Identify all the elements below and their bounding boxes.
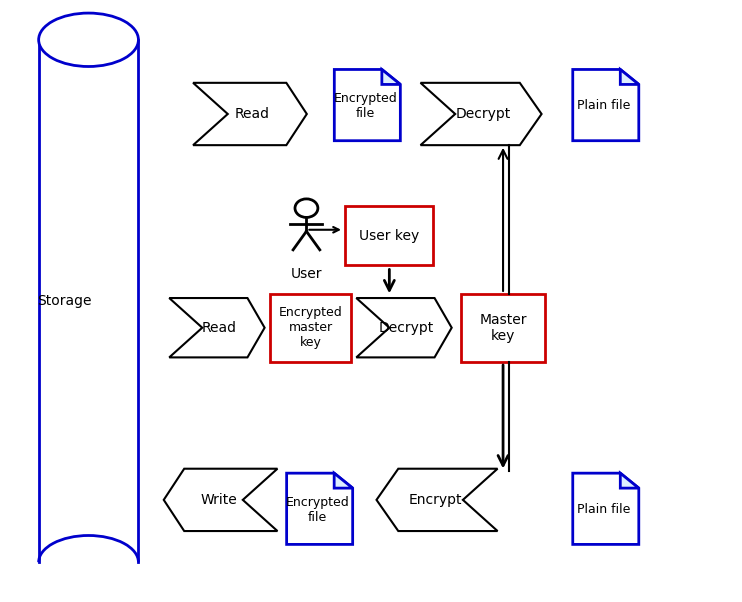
Polygon shape [620, 473, 639, 488]
Text: Encrypted
file: Encrypted file [334, 92, 398, 120]
Polygon shape [193, 83, 306, 145]
Polygon shape [169, 298, 265, 358]
Bar [461, 294, 545, 362]
Ellipse shape [39, 13, 139, 66]
Polygon shape [573, 473, 639, 544]
Text: Decrypt: Decrypt [378, 321, 434, 335]
Polygon shape [334, 473, 352, 488]
Text: Encrypt: Encrypt [408, 493, 462, 507]
Bar [271, 294, 351, 362]
Polygon shape [620, 69, 639, 84]
Text: Plain file: Plain file [577, 99, 631, 113]
Text: Storage: Storage [37, 294, 91, 308]
Polygon shape [356, 298, 452, 358]
Text: User: User [291, 267, 322, 281]
Text: Read: Read [202, 321, 237, 335]
Polygon shape [382, 69, 401, 84]
Polygon shape [573, 69, 639, 141]
Text: Decrypt: Decrypt [456, 107, 510, 121]
Polygon shape [421, 83, 542, 145]
Polygon shape [164, 469, 278, 531]
Text: Encrypted
file: Encrypted file [286, 495, 349, 524]
Text: User key: User key [359, 229, 419, 243]
Polygon shape [286, 473, 352, 544]
Text: Encrypted
master
key: Encrypted master key [279, 306, 343, 349]
Text: Read: Read [234, 107, 269, 121]
Text: Master
key: Master key [479, 312, 527, 343]
Bar [345, 206, 433, 265]
Polygon shape [335, 69, 401, 141]
Text: Plain file: Plain file [577, 503, 631, 516]
Text: Write: Write [200, 493, 237, 507]
Polygon shape [376, 469, 498, 531]
